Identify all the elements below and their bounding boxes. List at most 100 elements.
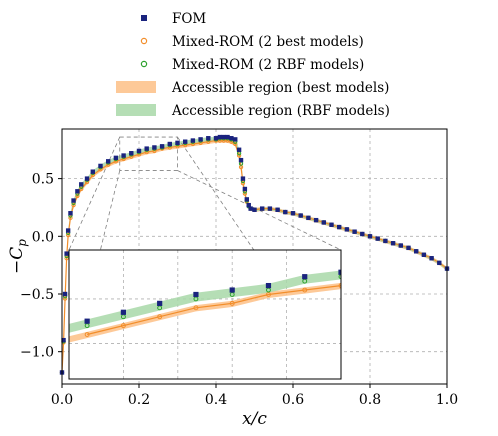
point-best — [68, 215, 73, 220]
x-tick-label: 1.0 — [436, 392, 458, 408]
point-fom — [390, 241, 396, 246]
point-fom — [98, 163, 103, 169]
point-fom — [65, 228, 71, 233]
point-fom — [152, 145, 157, 150]
inset-region-rbf — [69, 270, 341, 333]
x-axis-label: x/c — [242, 409, 267, 429]
point-fom — [120, 309, 126, 315]
point-best — [242, 191, 248, 196]
point-fom — [421, 252, 427, 257]
y-axis-label-main: −C — [7, 247, 27, 274]
point-fom — [246, 202, 251, 208]
point-best — [193, 305, 199, 311]
point-best — [120, 323, 126, 329]
point-fom — [90, 169, 95, 174]
point-fom — [233, 137, 238, 142]
point-fom — [236, 147, 242, 152]
point-fom — [290, 211, 296, 216]
point-fom — [198, 137, 203, 142]
point-fom — [167, 141, 172, 147]
point-fom — [221, 134, 226, 140]
point-fom — [62, 291, 68, 297]
x-tick-label: 0.4 — [205, 392, 227, 408]
main-plot-frame — [61, 128, 448, 385]
point-fom — [225, 134, 230, 140]
point-fom — [238, 157, 244, 163]
legend-label-3: Accessible region (best models) — [171, 80, 389, 96]
legend-marker-fom — [141, 15, 147, 21]
point-fom — [79, 182, 84, 187]
point-fom — [157, 300, 163, 306]
point-fom — [75, 189, 80, 194]
point-fom — [64, 251, 69, 256]
point-fom — [136, 148, 142, 154]
point-fom — [283, 209, 288, 215]
point-fom — [338, 269, 341, 275]
point-fom — [159, 144, 165, 149]
zoom-source-box — [119, 136, 178, 171]
point-fom — [367, 234, 373, 239]
series-line-best — [61, 139, 448, 373]
point-fom — [344, 227, 350, 232]
point-best — [236, 153, 242, 158]
point-best — [240, 181, 246, 186]
point-fom — [193, 291, 199, 298]
point-fom — [414, 249, 419, 254]
point-fom — [84, 176, 90, 181]
point-best — [79, 186, 84, 192]
point-fom — [275, 207, 280, 212]
point-best — [71, 203, 76, 208]
point-best — [157, 314, 163, 320]
legend-label-0: FOM — [172, 11, 206, 27]
zoom-connector — [177, 170, 342, 251]
point-fom — [313, 217, 319, 223]
point-fom — [175, 140, 180, 146]
point-fom — [248, 206, 253, 211]
point-fom — [121, 153, 126, 158]
point-best — [84, 332, 90, 337]
x-tick-label: 0.0 — [51, 392, 73, 408]
y-tick-label: 0.0 — [32, 229, 54, 245]
inset-frame — [68, 249, 342, 380]
point-fom — [144, 146, 149, 151]
x-tick-label: 0.8 — [359, 392, 381, 408]
point-fom — [321, 220, 326, 225]
point-best — [233, 141, 238, 147]
point-fom — [71, 198, 76, 203]
point-fom — [129, 151, 134, 156]
point-fom — [383, 238, 388, 244]
point-fom — [84, 318, 90, 324]
point-fom — [206, 136, 211, 141]
point-fom — [352, 229, 357, 234]
point-fom — [229, 136, 234, 141]
point-fom — [242, 186, 248, 192]
point-fom — [406, 245, 411, 251]
point-best — [266, 292, 271, 297]
inset-content — [69, 269, 341, 343]
point-fom — [267, 206, 273, 211]
point-best — [64, 256, 69, 261]
point-fom — [298, 213, 303, 218]
main-series-markers — [59, 134, 450, 375]
y-tick-label: 0.5 — [32, 172, 54, 188]
series-line-best — [86, 284, 341, 336]
point-fom — [360, 231, 365, 237]
point-best — [62, 296, 68, 301]
zoom-inset — [68, 249, 342, 380]
point-fom — [106, 159, 111, 164]
y-tick-label: −1.0 — [20, 345, 54, 361]
point-fom — [429, 256, 434, 261]
point-fom — [437, 260, 442, 266]
point-fom — [260, 206, 265, 211]
point-fom — [329, 222, 334, 227]
legend-marker-2 — [140, 60, 148, 68]
point-fom — [61, 337, 66, 343]
point-best — [302, 287, 308, 293]
y-tick-label: −0.5 — [20, 287, 54, 303]
point-fom — [190, 138, 196, 143]
point-fom — [302, 274, 308, 280]
legend-marker-1 — [140, 37, 148, 45]
point-fom — [375, 236, 380, 241]
legend-label-1: Mixed-ROM (2 best models) — [172, 34, 364, 50]
